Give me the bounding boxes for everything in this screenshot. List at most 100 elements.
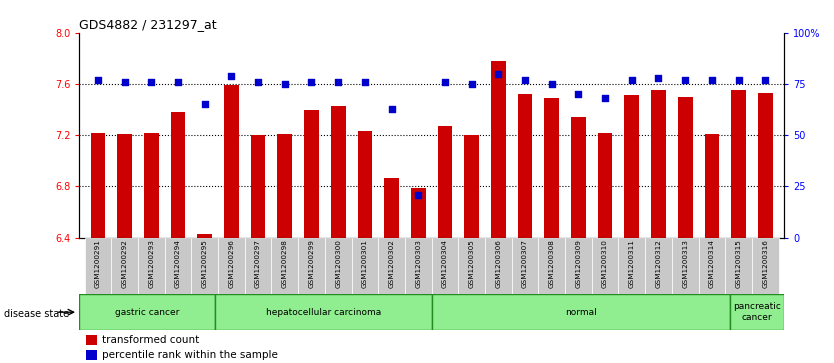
Bar (218, 238, 244, 296)
Point (278, 81, 291, 87)
Text: GSM1200291: GSM1200291 (95, 240, 101, 288)
Text: GSM1200295: GSM1200295 (202, 240, 208, 288)
Point (706, 77, 719, 83)
Bar (84, 238, 111, 296)
Text: GSM1200303: GSM1200303 (415, 240, 421, 288)
Bar (432, 294, 730, 330)
Text: GSM1200316: GSM1200316 (762, 240, 768, 288)
Bar (752, 238, 779, 296)
Bar (438, 126, 452, 238)
Bar (465, 135, 479, 238)
Bar (164, 238, 191, 296)
Bar (571, 117, 585, 238)
Bar (351, 238, 378, 296)
Bar (625, 95, 639, 238)
Bar (86, 350, 97, 360)
Point (304, 79, 318, 85)
Bar (459, 238, 485, 296)
Text: gastric cancer: gastric cancer (115, 308, 179, 317)
Bar (726, 238, 752, 296)
Bar (491, 61, 505, 238)
Bar (144, 132, 158, 238)
Bar (298, 238, 324, 296)
Text: disease state: disease state (4, 309, 69, 319)
Text: GSM1200302: GSM1200302 (389, 240, 394, 288)
Bar (592, 238, 619, 296)
Text: GSM1200307: GSM1200307 (522, 240, 528, 288)
Point (198, 102, 211, 107)
Text: GSM1200293: GSM1200293 (148, 240, 154, 288)
Bar (730, 294, 784, 330)
Point (759, 77, 772, 83)
Point (224, 73, 238, 79)
Point (599, 95, 612, 101)
Bar (545, 98, 559, 238)
Bar (79, 294, 214, 330)
Bar (278, 134, 292, 238)
Text: GSM1200313: GSM1200313 (682, 240, 688, 288)
Bar (432, 238, 459, 296)
Text: GSM1200314: GSM1200314 (709, 240, 715, 288)
Text: GSM1200298: GSM1200298 (282, 240, 288, 288)
Text: GSM1200297: GSM1200297 (255, 240, 261, 288)
Bar (619, 238, 646, 296)
Bar (324, 238, 351, 296)
Text: GSM1200301: GSM1200301 (362, 240, 368, 288)
Point (331, 79, 344, 85)
Text: normal: normal (565, 308, 596, 317)
Text: GSM1200315: GSM1200315 (736, 240, 741, 288)
Bar (214, 294, 432, 330)
Point (358, 79, 371, 85)
Text: transformed count: transformed count (102, 335, 199, 345)
Bar (411, 188, 425, 238)
Bar (731, 90, 746, 238)
Text: GSM1200305: GSM1200305 (469, 240, 475, 288)
Bar (244, 238, 271, 296)
Point (171, 79, 184, 85)
Bar (224, 85, 239, 238)
Bar (111, 238, 138, 296)
Bar (565, 238, 592, 296)
Text: GSM1200312: GSM1200312 (656, 240, 661, 288)
Text: GSM1200304: GSM1200304 (442, 240, 448, 288)
Point (492, 71, 505, 77)
Text: percentile rank within the sample: percentile rank within the sample (102, 350, 278, 360)
Bar (198, 234, 212, 238)
Bar (404, 238, 432, 296)
Text: GSM1200310: GSM1200310 (602, 240, 608, 288)
Text: GSM1200306: GSM1200306 (495, 240, 501, 288)
Bar (651, 90, 666, 238)
Text: GSM1200296: GSM1200296 (229, 240, 234, 288)
Bar (331, 106, 345, 238)
Bar (271, 238, 298, 296)
Text: GSM1200300: GSM1200300 (335, 240, 341, 288)
Text: hepatocellular carcinoma: hepatocellular carcinoma (265, 308, 381, 317)
Point (732, 77, 746, 83)
Point (572, 91, 585, 97)
Bar (91, 132, 105, 238)
Point (118, 79, 131, 85)
Point (465, 81, 479, 87)
Text: pancreatic
cancer: pancreatic cancer (733, 302, 781, 322)
Bar (86, 335, 97, 345)
Text: GSM1200299: GSM1200299 (309, 240, 314, 288)
Bar (304, 110, 319, 238)
Point (679, 77, 692, 83)
Text: GSM1200309: GSM1200309 (575, 240, 581, 288)
Bar (705, 134, 719, 238)
Bar (598, 132, 612, 238)
Text: GSM1200292: GSM1200292 (122, 240, 128, 288)
Text: GSM1200294: GSM1200294 (175, 240, 181, 288)
Point (91, 77, 104, 83)
Point (439, 79, 452, 85)
Text: GDS4882 / 231297_at: GDS4882 / 231297_at (79, 19, 217, 32)
Bar (512, 238, 539, 296)
Bar (539, 238, 565, 296)
Text: GSM1200311: GSM1200311 (629, 240, 635, 288)
Bar (118, 134, 132, 238)
Bar (384, 178, 399, 238)
Bar (699, 238, 726, 296)
Point (144, 79, 158, 85)
Bar (358, 131, 372, 238)
Bar (678, 97, 692, 238)
